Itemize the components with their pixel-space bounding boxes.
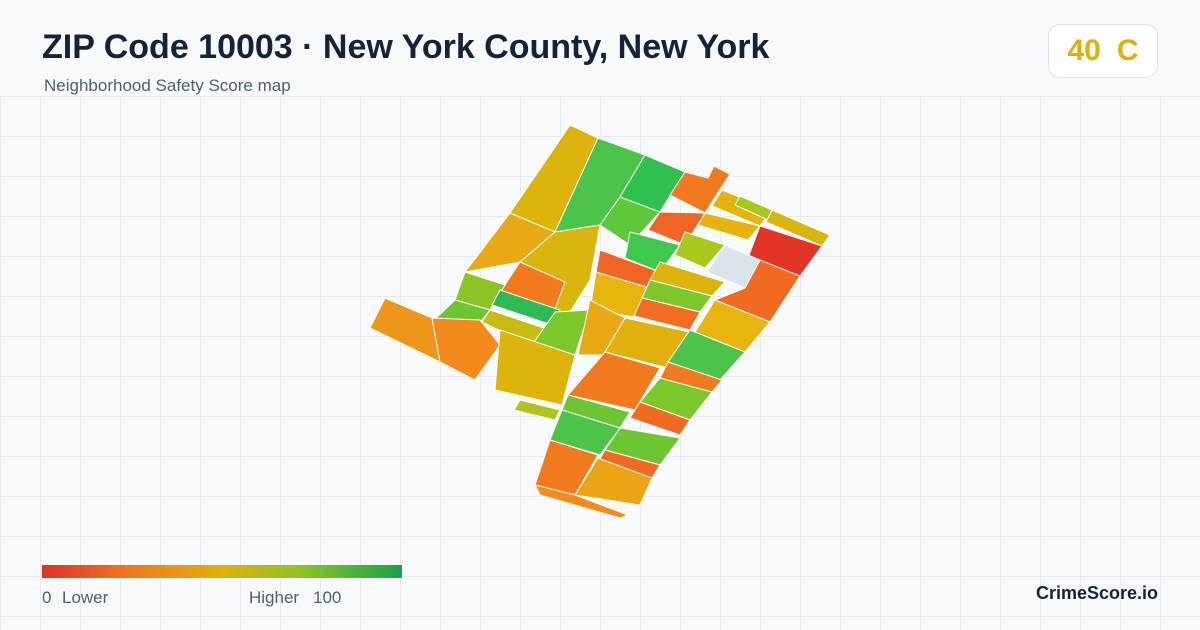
brand: CrimeScore.io [1035, 583, 1158, 603]
block [674, 231, 726, 269]
block [669, 165, 731, 214]
legend-min: 0 [42, 588, 52, 607]
block [549, 409, 621, 456]
block [574, 457, 653, 506]
score-badge: 40 C [1048, 24, 1158, 78]
block [697, 212, 761, 241]
subtitle: Neighborhood Safety Score map [44, 76, 291, 95]
legend-min-label: Lower [62, 588, 109, 607]
title: ZIP Code 10003 · New York County, New Yo… [42, 28, 770, 66]
block [431, 317, 501, 381]
block [494, 329, 576, 406]
score-grade: C [1116, 34, 1139, 67]
block [513, 399, 561, 421]
block [629, 401, 691, 436]
score-value: 40 [1067, 34, 1101, 67]
legend-max: 100 [313, 588, 342, 607]
block [534, 484, 630, 519]
legend-gradient [42, 565, 402, 578]
block [369, 297, 441, 363]
legend-max-label: Higher [249, 588, 300, 607]
